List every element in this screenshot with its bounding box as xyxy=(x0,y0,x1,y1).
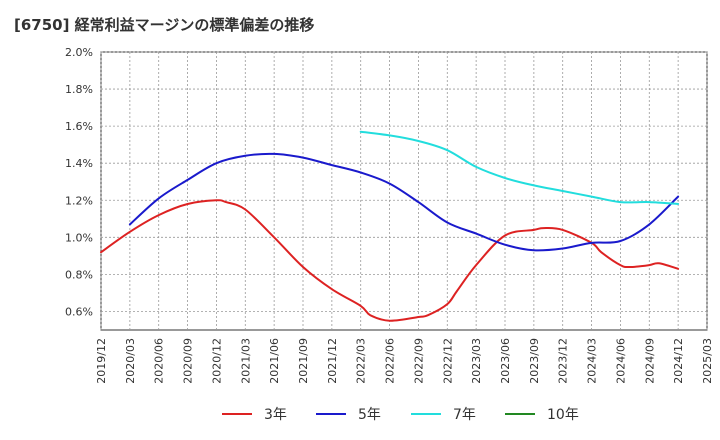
x-tick-label: 2023/09 xyxy=(528,338,541,384)
y-tick-label: 1.8% xyxy=(65,83,93,96)
x-tick-label: 2020/06 xyxy=(153,338,166,384)
series-line xyxy=(359,130,680,205)
x-tick-label: 2019/12 xyxy=(95,338,108,384)
legend-label: 7年 xyxy=(453,407,476,423)
x-axis: 2019/12 2020/03 2020/06 2020/09 2020/12 2021/… xyxy=(95,338,714,384)
series-line xyxy=(100,199,680,322)
x-tick-label: 2025/03 xyxy=(701,338,714,384)
x-tick-label: 2020/03 xyxy=(124,338,137,384)
plot-area xyxy=(100,51,708,331)
x-tick-label: 2021/12 xyxy=(326,338,339,384)
chart-title: [6750] 経常利益マージンの標準偏差の推移 xyxy=(14,16,314,34)
x-tick-label: 2023/03 xyxy=(470,338,483,384)
x-tick-label: 2021/06 xyxy=(268,338,281,384)
y-tick-label: 0.6% xyxy=(65,305,93,318)
y-axis: 0.6% 0.8% 1.0% 1.2% 1.4% 1.6% 1.8% 2.0% xyxy=(65,46,93,318)
x-tick-label: 2022/06 xyxy=(384,338,397,384)
y-tick-label: 1.0% xyxy=(65,231,93,244)
x-tick-label: 2021/09 xyxy=(297,338,310,384)
x-tick-label: 2021/03 xyxy=(239,338,252,384)
x-tick-label: 2020/09 xyxy=(182,338,195,384)
x-tick-label: 2023/12 xyxy=(557,338,570,384)
x-tick-label: 2022/03 xyxy=(355,338,368,384)
x-tick-label: 2022/12 xyxy=(441,338,454,384)
y-tick-label: 1.6% xyxy=(65,120,93,133)
y-tick-label: 1.2% xyxy=(65,194,93,207)
series-line xyxy=(128,152,680,252)
x-tick-label: 2024/06 xyxy=(614,338,627,384)
legend-label: 5年 xyxy=(358,407,381,423)
y-tick-label: 2.0% xyxy=(65,46,93,59)
series-lines xyxy=(100,130,680,322)
legend: 3年 5年 7年 10年 xyxy=(222,407,579,423)
plot-frame xyxy=(100,51,708,331)
x-tick-label: 2023/06 xyxy=(499,338,512,384)
x-tick-label: 2024/03 xyxy=(586,338,599,384)
y-tick-label: 1.4% xyxy=(65,157,93,170)
legend-label: 10年 xyxy=(547,407,579,423)
x-tick-label: 2020/12 xyxy=(210,338,223,384)
x-tick-label: 2024/09 xyxy=(643,338,656,384)
x-tick-label: 2024/12 xyxy=(672,338,685,384)
x-tick-label: 2022/09 xyxy=(412,338,425,384)
y-tick-label: 0.8% xyxy=(65,268,93,281)
legend-label: 3年 xyxy=(264,407,287,423)
